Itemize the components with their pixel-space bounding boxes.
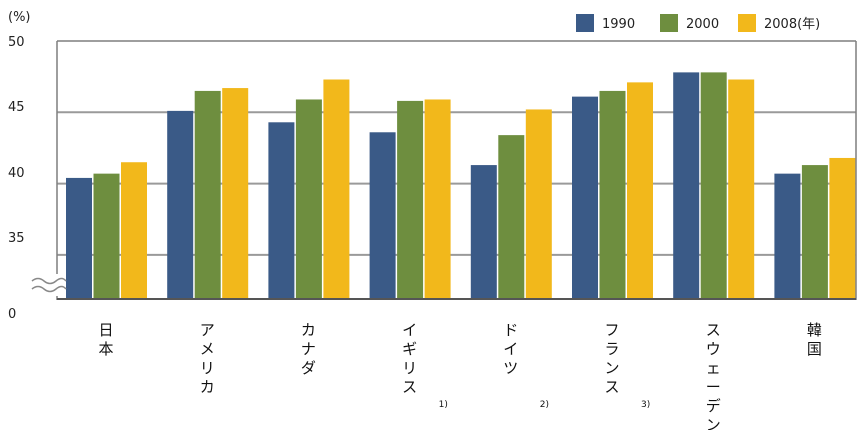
bar-2000-イギリス [397, 100, 424, 299]
legend-item-2000: 2000 [660, 14, 719, 32]
axes [30, 40, 857, 300]
category-footnote: 2) [540, 400, 549, 410]
y-tick-label: 40 [8, 166, 25, 181]
bar-2000-カナダ [295, 99, 322, 300]
y-tick-label: 45 [8, 100, 25, 115]
legend-item-1990: 1990 [576, 14, 635, 32]
bar-2008(年)-ドイツ [525, 109, 552, 299]
category-label: 日本 [98, 321, 113, 358]
legend-label: 2000 [686, 17, 719, 32]
category-label: イギリス [402, 321, 417, 396]
bar-1990-アメリカ [167, 110, 194, 299]
bar-1990-韓国 [774, 173, 801, 299]
y-tick-label: 0 [8, 307, 16, 322]
bar-2008(年)-イギリス [424, 99, 451, 300]
bar-2008(年)-スウェーデン [728, 79, 755, 299]
y-tick-label: 50 [8, 35, 25, 50]
bar-2000-日本 [93, 173, 120, 299]
bar-2000-アメリカ [194, 90, 221, 299]
category-label: 韓国 [807, 321, 822, 358]
bar-2008(年)-韓国 [829, 157, 856, 299]
bar-1990-イギリス [369, 132, 396, 299]
bar-1990-日本 [66, 177, 92, 299]
legend-swatch [576, 14, 594, 32]
category-label: アメリカ [200, 321, 215, 396]
category-label: カナダ [301, 321, 316, 377]
bar-2000-韓国 [801, 165, 828, 299]
category-label: スウェーデン [706, 321, 721, 430]
legend: 1990 2000 2008(年) [576, 14, 820, 32]
bar-2000-ドイツ [498, 135, 525, 299]
y-unit-label: (%) [8, 10, 31, 25]
bar-2008(年)-アメリカ [222, 88, 249, 299]
legend-swatch [660, 14, 678, 32]
y-tick-label: 35 [8, 231, 25, 246]
bar-2008(年)-カナダ [323, 79, 350, 299]
category-labels: 日本 アメリカ カナダ イギリス 1) ドイツ 2) フランス 3) スウェーデン 韓国 [98, 321, 821, 430]
bars [66, 72, 856, 300]
category-footnote: 3) [641, 400, 650, 410]
legend-item-2008(年): 2008(年) [738, 14, 820, 32]
legend-label: 1990 [602, 17, 635, 32]
bar-2000-フランス [599, 90, 626, 299]
bar-1990-スウェーデン [673, 72, 700, 300]
bar-2008(年)-フランス [627, 82, 653, 299]
y-tick-labels: 50 45 40 35 0 [8, 35, 25, 322]
category-footnote: 1) [439, 400, 448, 410]
bar-2008(年)-日本 [121, 162, 147, 299]
legend-swatch [738, 14, 756, 32]
legend-label: 2008(年) [764, 17, 820, 32]
category-label: ドイツ [503, 321, 518, 377]
bar-1990-ドイツ [470, 165, 497, 299]
bar-2000-スウェーデン [700, 72, 727, 300]
bar-1990-カナダ [268, 122, 295, 300]
category-label: フランス [604, 321, 619, 396]
bar-1990-フランス [572, 96, 598, 299]
axis-break-icon [30, 274, 67, 296]
